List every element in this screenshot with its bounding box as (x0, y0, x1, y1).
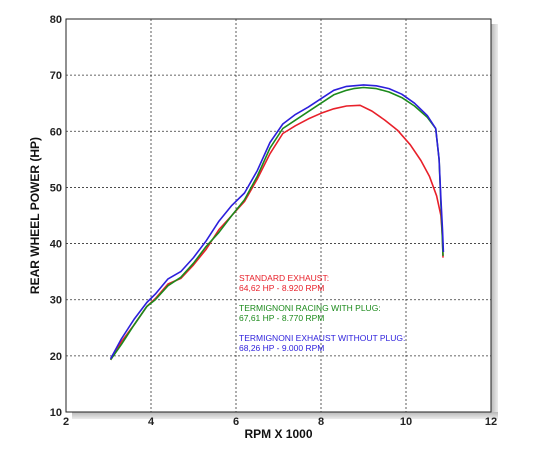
annotation-text: TERMIGNONI RACING WITH PLUG: (239, 303, 381, 313)
annotations: STANDARD EXHAUST:64,62 HP - 8.920 RPM TER… (239, 273, 405, 353)
annotation-text: 64,62 HP - 8.920 RPM (239, 283, 324, 293)
y-tick-label: 60 (50, 126, 62, 138)
y-tick-label: 10 (50, 407, 62, 419)
annotation-text: 67,61 HP - 8.770 RPM (239, 313, 324, 323)
y-axis-title: REAR WHEEL POWER (HP) (28, 137, 42, 294)
y-tick-labels: 10 20 30 40 50 60 70 80 (50, 14, 62, 419)
y-tick-label: 40 (50, 239, 62, 251)
series-line-1 (109, 104, 444, 361)
y-tick-label: 50 (50, 182, 62, 194)
series-line-3 (109, 84, 445, 360)
x-tick-label: 2 (63, 416, 69, 428)
x-tick-label: 12 (485, 416, 497, 428)
annotation-text: TERMIGNONI EXHAUST WITHOUT PLUG: (239, 333, 405, 343)
y-tick-label: 70 (50, 70, 62, 82)
x-tick-label: 10 (400, 416, 412, 428)
plot-shadow-right (491, 24, 498, 419)
y-tick-label: 20 (50, 351, 62, 363)
plot-shadow-bottom (72, 412, 498, 419)
x-tick-label: 8 (318, 416, 324, 428)
y-tick-label: 80 (50, 14, 62, 26)
annotation-text: 68,26 HP - 9.000 RPM (239, 343, 324, 353)
series-line-2 (109, 86, 444, 361)
plot-area (65, 18, 492, 413)
x-tick-label: 6 (233, 416, 239, 428)
x-tick-label: 4 (148, 416, 155, 428)
annotation-text: STANDARD EXHAUST: (239, 273, 329, 283)
x-tick-labels: 2 4 6 8 10 12 (63, 416, 497, 428)
x-axis-title: RPM X 1000 (244, 427, 312, 441)
series-lines (109, 84, 445, 361)
y-tick-label: 30 (50, 295, 62, 307)
